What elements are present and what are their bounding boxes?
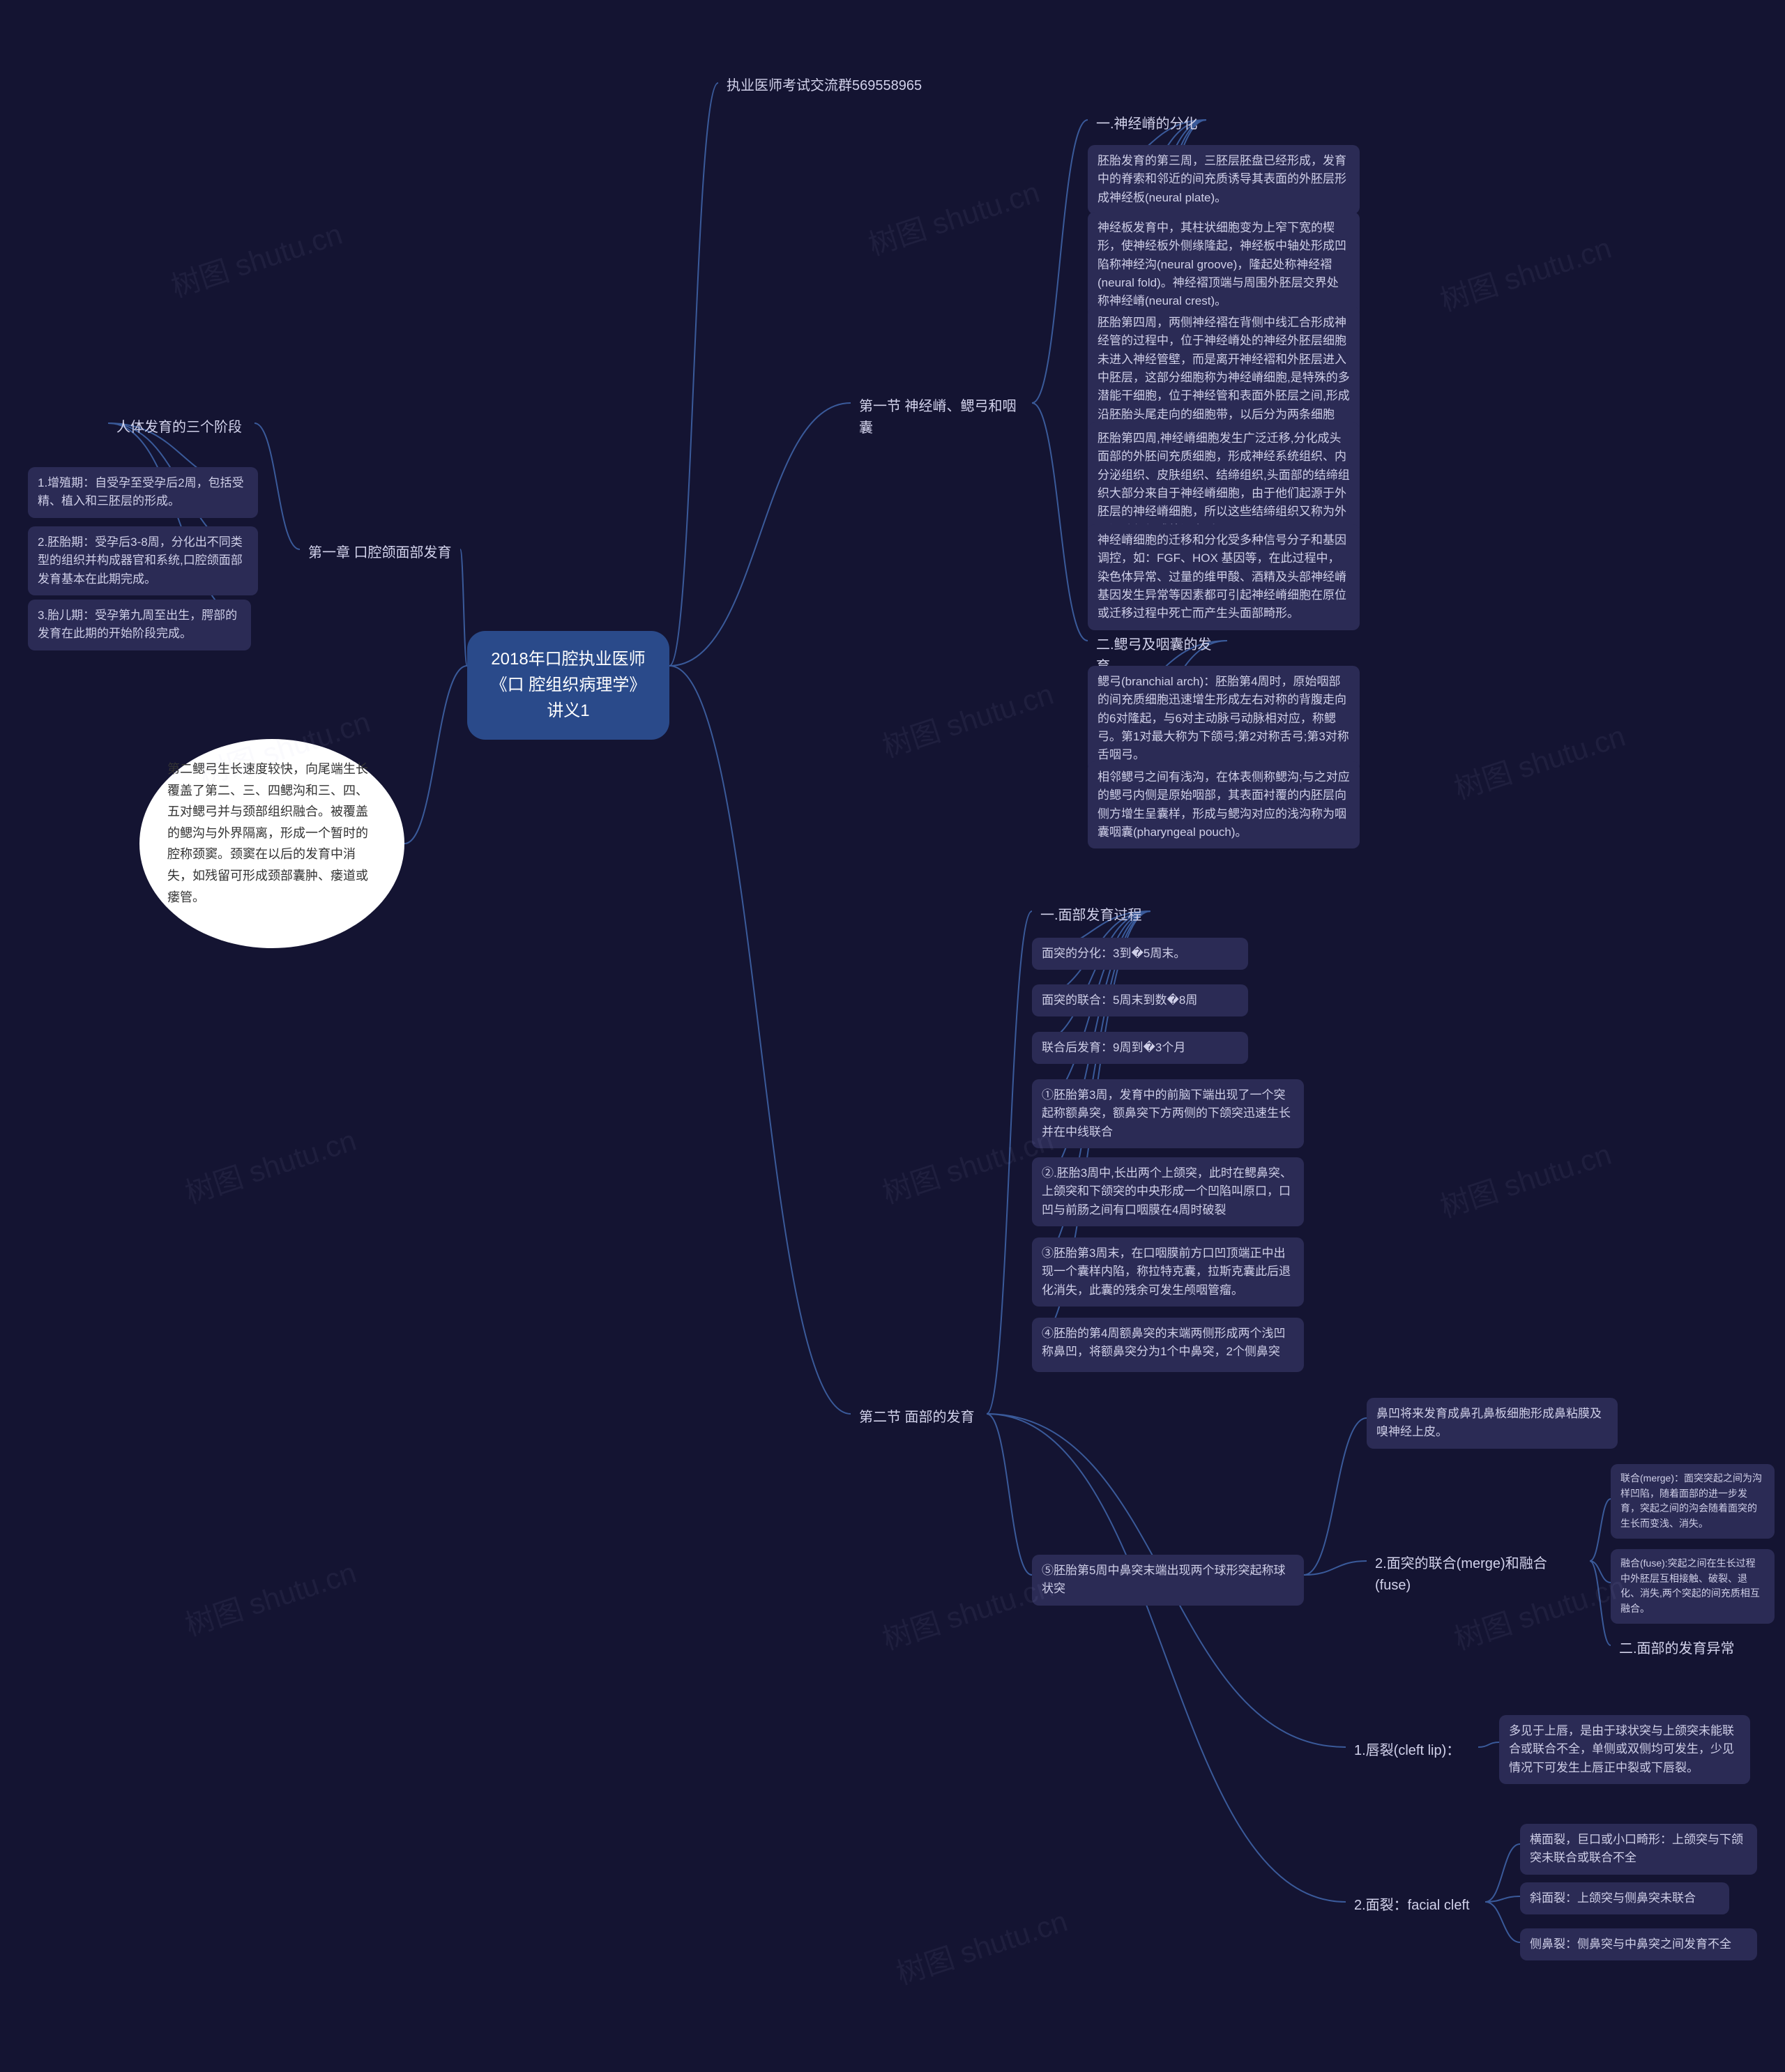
node-c1l1[interactable]: 1.增殖期：自受孕至受孕后2周，包括受精、植入和三胚层的形成。 xyxy=(28,467,258,518)
node-sec1_head1[interactable]: 一.神经嵴的分化 xyxy=(1088,108,1206,141)
edge xyxy=(1485,1902,1520,1942)
watermark: 树图 shutu.cn xyxy=(876,671,1058,766)
node-b_sec2[interactable]: 第二节 面部的发育 xyxy=(851,1401,987,1434)
node-s2h[interactable]: ⑤胚胎第5周中鼻突末端出现两个球形突起称球状突 xyxy=(1032,1555,1304,1606)
node-s1a5[interactable]: 神经嵴细胞的迁移和分化受多种信号分子和基因调控，如：FGF、HOX 基因等，在此… xyxy=(1088,524,1360,630)
node-b_ch1_stage[interactable]: 人体发育的三个阶段 xyxy=(108,411,255,444)
node-b_ch1[interactable]: 第一章 口腔颌面部发育 xyxy=(300,537,460,570)
edge xyxy=(460,549,467,666)
edge xyxy=(1590,1499,1611,1561)
watermark: 树图 shutu.cn xyxy=(876,1117,1058,1212)
node-root[interactable]: 2018年口腔执业医师《口 腔组织病理学》讲义1 xyxy=(467,631,669,740)
edge xyxy=(1478,1742,1499,1747)
node-s1a1[interactable]: 胚胎发育的第三周，三胚层胚盘已经形成，发育中的脊索和邻近的间充质诱导其表面的外胚… xyxy=(1088,145,1360,214)
node-s2b[interactable]: 面突的联合：5周末到数�8周 xyxy=(1032,984,1248,1016)
node-s2r4[interactable]: 融合(fuse):突起之间在生长过程中外胚层互相接触、破裂、退化、消失,两个突起… xyxy=(1611,1549,1775,1624)
edge xyxy=(1590,1561,1611,1645)
node-sec2_head1[interactable]: 一.面部发育过程 xyxy=(1032,899,1150,932)
node-s2c1[interactable]: 1.唇裂(cleft lip)： xyxy=(1346,1735,1478,1767)
watermark: 树图 shutu.cn xyxy=(890,1898,1072,1993)
node-s2r5[interactable]: 二.面部的发育异常 xyxy=(1611,1633,1743,1666)
edge xyxy=(1032,120,1088,403)
node-s1b1[interactable]: 鳃弓(branchial arch)：胚胎第4周时，原始咽部的间充质细胞迅速增生… xyxy=(1088,666,1360,772)
node-s2c2[interactable]: 2.面裂：facial cleft xyxy=(1346,1889,1485,1922)
node-c1l2[interactable]: 2.胚胎期：受孕后3-8周，分化出不同类型的组织并构成器官和系统,口腔颌面部发育… xyxy=(28,526,258,595)
watermark: 树图 shutu.cn xyxy=(876,1563,1058,1659)
watermark: 树图 shutu.cn xyxy=(1434,1131,1616,1226)
watermark: 树图 shutu.cn xyxy=(863,169,1045,264)
node-s2c2a[interactable]: 横面裂，巨口或小口畸形：上颌突与下颌突未联合或联合不全 xyxy=(1520,1824,1757,1875)
watermark: 树图 shutu.cn xyxy=(165,211,347,306)
node-b_sec1[interactable]: 第一节 神经嵴、鳃弓和咽囊 xyxy=(851,390,1032,445)
watermark: 树图 shutu.cn xyxy=(179,1117,361,1212)
watermark: 树图 shutu.cn xyxy=(1448,713,1630,808)
node-s2g[interactable]: ④胚胎的第4周额鼻突的末端两侧形成两个浅凹称鼻凹，将额鼻突分为1个中鼻突，2个侧… xyxy=(1032,1318,1304,1372)
node-s2r2[interactable]: 2.面突的联合(merge)和融合(fuse) xyxy=(1367,1548,1590,1602)
edge xyxy=(255,423,300,549)
node-c1l3[interactable]: 3.胎儿期：受孕第九周至出生，腭部的发育在此期的开始阶段完成。 xyxy=(28,600,251,650)
edge xyxy=(1485,1896,1520,1902)
edge xyxy=(404,666,467,844)
edge xyxy=(1032,403,1088,641)
node-s2e[interactable]: ②.胚胎3周中,长出两个上颌突，此时在鳃鼻突、上颌突和下颌突的中央形成一个凹陷叫… xyxy=(1032,1157,1304,1226)
node-s2d[interactable]: ①胚胎第3周，发育中的前脑下端出现了一个突起称额鼻突，额鼻突下方两侧的下颌突迅速… xyxy=(1032,1079,1304,1148)
bubble-note[interactable]: 第二鳃弓生长速度较快，向尾端生长覆盖了第二、三、四鳃沟和三、四、五对鳃弓并与颈部… xyxy=(139,739,404,948)
edge xyxy=(987,1414,1346,1902)
node-s2c[interactable]: 联合后发育：9周到�3个月 xyxy=(1032,1032,1248,1064)
edge xyxy=(987,1414,1032,1575)
edge xyxy=(1485,1844,1520,1902)
node-s2a[interactable]: 面突的分化：3到�5周末。 xyxy=(1032,938,1248,970)
watermark: 树图 shutu.cn xyxy=(179,1549,361,1645)
edge xyxy=(669,666,851,1414)
node-s1b2[interactable]: 相邻鳃弓之间有浅沟，在体表侧称鳃沟;与之对应的鳃弓内侧是原始咽部，其表面衬覆的内… xyxy=(1088,761,1360,848)
edge xyxy=(1304,1561,1367,1575)
node-b_qq[interactable]: 执业医师考试交流群569558965 xyxy=(718,70,941,102)
node-s1a2[interactable]: 神经板发育中，其柱状细胞变为上窄下宽的楔形，使神经板外侧缘隆起，神经板中轴处形成… xyxy=(1088,212,1360,318)
edge xyxy=(987,911,1032,1414)
node-s2c1a[interactable]: 多见于上唇，是由于球状突与上颌突未能联合或联合不全，单侧或双侧均可发生，少见情况… xyxy=(1499,1715,1750,1784)
watermark: 树图 shutu.cn xyxy=(1434,224,1616,320)
node-s2r1[interactable]: 鼻凹将来发育成鼻孔鼻板细胞形成鼻粘膜及嗅神经上皮。 xyxy=(1367,1398,1618,1449)
node-s2c2c[interactable]: 侧鼻裂：侧鼻突与中鼻突之间发育不全 xyxy=(1520,1928,1757,1960)
node-s2r3[interactable]: 联合(merge)：面突突起之间为沟样凹陷，随着面部的进一步发育，突起之间的沟会… xyxy=(1611,1464,1775,1539)
edge xyxy=(1590,1561,1611,1583)
node-s2f[interactable]: ③胚胎第3周末，在口咽膜前方口凹顶端正中出现一个囊样内陷，称拉特克囊，拉斯克囊此… xyxy=(1032,1237,1304,1307)
edge xyxy=(669,83,718,666)
edge xyxy=(1304,1418,1367,1575)
edge xyxy=(669,403,851,666)
node-s2c2b[interactable]: 斜面裂：上颌突与侧鼻突未联合 xyxy=(1520,1882,1729,1914)
